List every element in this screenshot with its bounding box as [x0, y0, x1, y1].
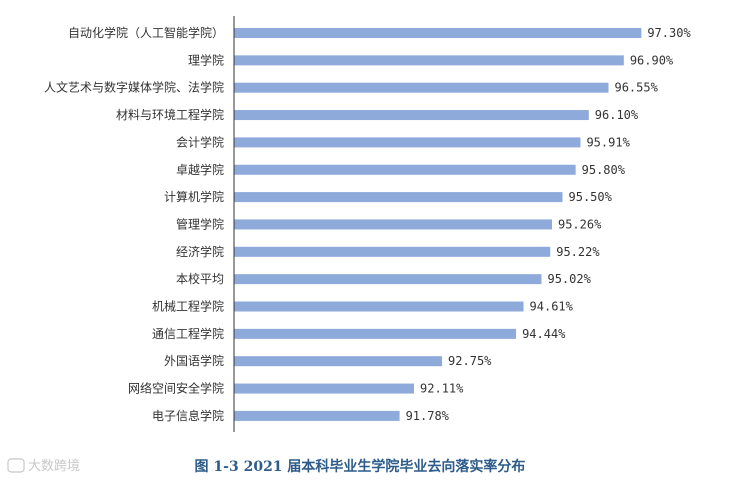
value-labels-group: 97.30% 96.90% 96.55% 96.10% 95.91% 95.80% 95.5… — [406, 26, 692, 423]
watermark-logo-icon — [7, 458, 25, 473]
category-label: 通信工程学院 — [152, 326, 224, 341]
bar — [234, 110, 589, 121]
bar — [234, 28, 642, 38]
bar — [234, 192, 563, 203]
category-label: 理学院 — [188, 52, 224, 67]
category-label: 电子信息学院 — [152, 408, 224, 423]
category-label: 本校平均 — [176, 271, 224, 286]
bar — [234, 246, 551, 257]
category-label: 网络空间安全学院 — [128, 381, 224, 396]
category-label: 外国语学院 — [164, 353, 224, 368]
chart-title: 图 1-3 2021 届本科毕业生学院毕业去向落实率分布 — [195, 458, 526, 475]
bar — [234, 137, 581, 148]
value-label: 96.90% — [630, 53, 674, 67]
watermark-text: 大数跨境 — [28, 459, 80, 474]
category-label: 卓越学院 — [176, 162, 224, 177]
value-label: 96.55% — [614, 81, 658, 95]
value-label: 95.26% — [558, 217, 602, 231]
bar — [234, 55, 624, 66]
bar — [234, 356, 443, 367]
value-label: 96.10% — [595, 108, 639, 122]
category-label: 材料与环境工程学院 — [116, 107, 224, 122]
category-label: 会计学院 — [176, 134, 224, 149]
value-label: 94.61% — [530, 300, 574, 314]
value-label: 95.50% — [569, 190, 613, 204]
category-label: 人文艺术与数字媒体学院、法学院 — [44, 80, 224, 95]
value-label: 92.75% — [448, 354, 492, 368]
bars-group — [234, 28, 642, 421]
bar — [234, 164, 576, 175]
value-label: 95.02% — [547, 272, 591, 286]
category-label: 管理学院 — [176, 216, 224, 231]
category-label: 机械工程学院 — [152, 299, 224, 314]
watermark: 大数跨境 — [7, 458, 80, 474]
bar — [234, 82, 609, 93]
bar — [234, 274, 542, 285]
category-label: 经济学院 — [176, 244, 224, 259]
value-label: 95.80% — [582, 163, 626, 177]
value-label: 91.78% — [406, 409, 450, 423]
value-label: 95.91% — [586, 135, 630, 149]
value-label: 92.11% — [420, 382, 464, 396]
value-label: 94.44% — [522, 327, 566, 341]
category-labels-group: 自动化学院（人工智能学院） 理学院人文艺术与数字媒体学院、法学院材料与环境工程学院… — [44, 25, 224, 423]
value-label: 97.30% — [647, 26, 691, 40]
value-label: 95.22% — [556, 245, 600, 259]
bar — [234, 328, 517, 339]
category-label: 自动化学院（人工智能学院） — [68, 25, 224, 40]
category-label: 计算机学院 — [164, 189, 224, 204]
bar — [234, 383, 415, 394]
bar — [234, 410, 400, 421]
bar — [234, 301, 524, 312]
bar — [234, 219, 552, 230]
